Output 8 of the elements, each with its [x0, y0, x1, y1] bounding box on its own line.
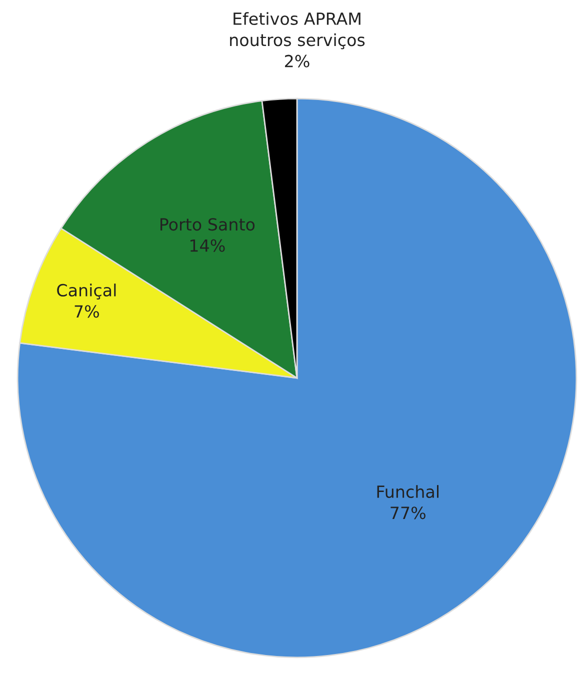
slice-label: Caniçal	[57, 284, 116, 300]
data-label: 14%	[190, 239, 225, 252]
slice-label: Funchal	[377, 485, 438, 498]
data-label: 7%	[74, 305, 99, 318]
data-label: 2%	[285, 54, 310, 68]
slice-label: Efetivos APRAM noutros serviços	[230, 12, 365, 50]
data-label: 77%	[390, 506, 426, 520]
slice-label: Porto Santo	[160, 218, 255, 231]
